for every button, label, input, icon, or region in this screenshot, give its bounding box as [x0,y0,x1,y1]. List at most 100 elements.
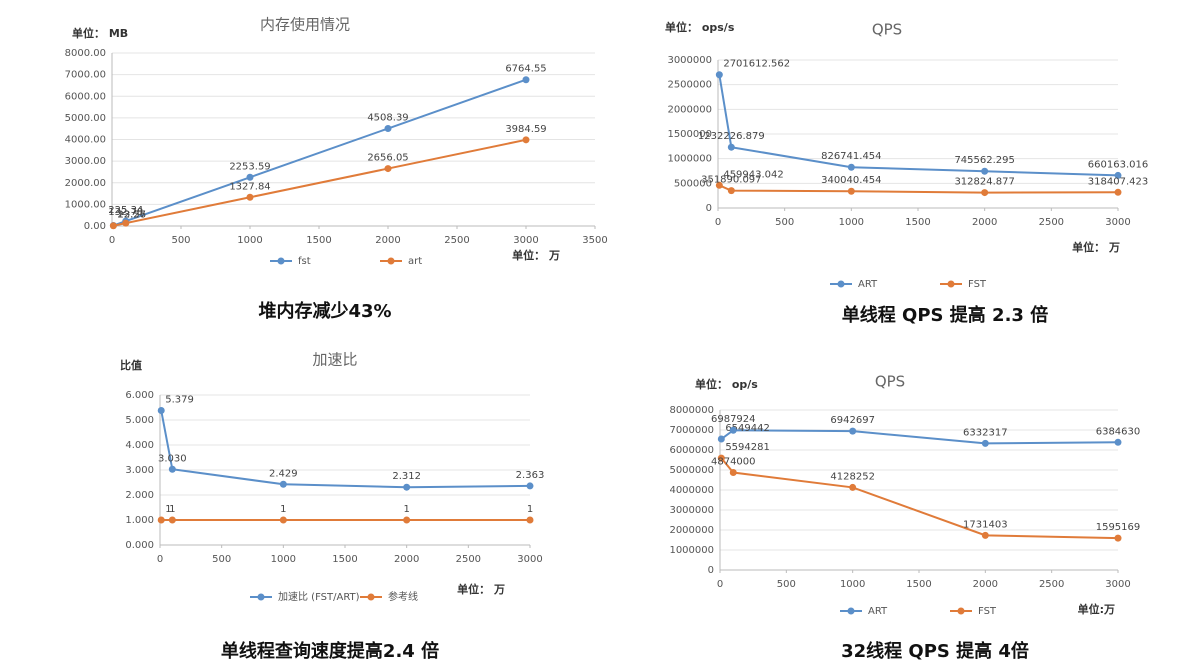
point [522,76,530,84]
data-label: 4128252 [830,471,875,482]
chart-title: QPS [872,21,902,39]
data-label: 1 [165,504,171,515]
legend-marker [257,593,265,601]
x-unit: 单位： 万 [1072,240,1120,254]
point [981,439,989,447]
legend-marker [837,280,845,288]
legend-marker [277,257,285,265]
x-unit: 单位： 万 [512,248,560,262]
series-line [718,74,1119,177]
data-label: 132.78 [108,207,143,218]
x-tick-label: 1000 [271,554,296,565]
legend-marker [947,280,955,288]
point [526,516,534,524]
x-tick-label: 0 [717,579,723,590]
point [279,516,287,524]
caption: 堆内存减少43% [258,300,391,322]
y-tick-label: 6000000 [669,445,714,456]
y-tick-label: 5000000 [669,465,714,476]
point [847,187,855,195]
point [981,167,989,175]
point [403,483,411,491]
point [981,189,989,197]
data-label: 1 [169,504,175,515]
y-tick-label: 8000.00 [65,48,106,59]
point [157,407,165,415]
data-label: 2253.59 [229,161,270,172]
series-line [720,429,1119,445]
data-label: 6987924 [711,414,756,425]
data-label: 3984.59 [505,124,546,135]
legend-label: art [408,256,422,267]
x-tick-label: 3000 [1105,217,1130,228]
x-tick-label: 2500 [456,554,481,565]
legend-label: fst [298,256,311,267]
data-label: 6549442 [725,423,770,434]
point [729,426,737,434]
point [717,454,725,462]
point [715,71,723,79]
data-label: 3.030 [158,453,187,464]
y-tick-label: 1000.00 [65,199,106,210]
data-label: 660163.016 [1088,159,1148,170]
x-tick-label: 3000 [1105,579,1130,590]
x-tick-label: 0 [109,235,115,246]
point [727,187,735,195]
point [109,222,117,230]
data-label: 745562.295 [954,155,1014,166]
x-tick-label: 0 [157,554,163,565]
chart-title: 加速比 [312,351,357,369]
point [122,219,130,227]
x-tick-label: 500 [212,554,231,565]
x-tick-label: 500 [775,217,794,228]
caption: 单线程 QPS 提高 2.3 倍 [842,304,1048,326]
y-tick-label: 6000.00 [65,91,106,102]
point [522,136,530,144]
data-label: 1 [280,504,286,515]
y-tick-label: 4000000 [669,485,714,496]
point [717,435,725,443]
legend-label: ART [858,279,878,290]
legend-label: FST [978,606,997,617]
x-tick-label: 2000 [375,235,400,246]
y-tick-label: 3000000 [669,505,714,516]
y-tick-label: 3000000 [667,55,712,66]
data-label: 312824.877 [954,177,1014,188]
data-label: 4508.39 [367,113,408,124]
x-tick-label: 2500 [444,235,469,246]
point [1114,534,1122,542]
point [981,531,989,539]
y-tick-label: 0 [706,203,712,214]
point [1114,171,1122,179]
legend-label: 加速比 (FST/ART) [278,591,360,603]
data-label: 1731403 [963,519,1008,530]
y-tick-label: 0.00 [84,221,106,232]
point [715,181,723,189]
data-label: 5594281 [725,442,770,453]
x-tick-label: 1500 [905,217,930,228]
point [168,465,176,473]
data-label: 2656.05 [367,153,408,164]
x-tick-label: 3000 [517,554,542,565]
data-label: 1595169 [1096,522,1141,533]
y-tick-label: 7000000 [669,425,714,436]
data-label: 6942697 [830,415,875,426]
data-label: 318407.423 [1088,176,1148,187]
y-tick-label: 0.000 [125,540,154,551]
x-tick-label: 1500 [906,579,931,590]
data-label: 1327.84 [229,181,270,192]
y-tick-label: 7000.00 [65,70,106,81]
data-label: 13.27 [117,210,146,221]
y-tick-label: 1000000 [669,545,714,556]
caption: 32线程 QPS 提高 4倍 [841,640,1029,662]
x-tick-label: 1500 [306,235,331,246]
point [729,469,737,477]
y-tick-label: 1500000 [667,129,712,140]
y-tick-label: 500000 [674,178,712,189]
legend-label: ART [868,606,888,617]
data-label: 459943.042 [723,169,783,180]
x-tick-label: 2500 [1039,579,1064,590]
point [403,516,411,524]
data-label: 2701612.562 [723,59,790,70]
